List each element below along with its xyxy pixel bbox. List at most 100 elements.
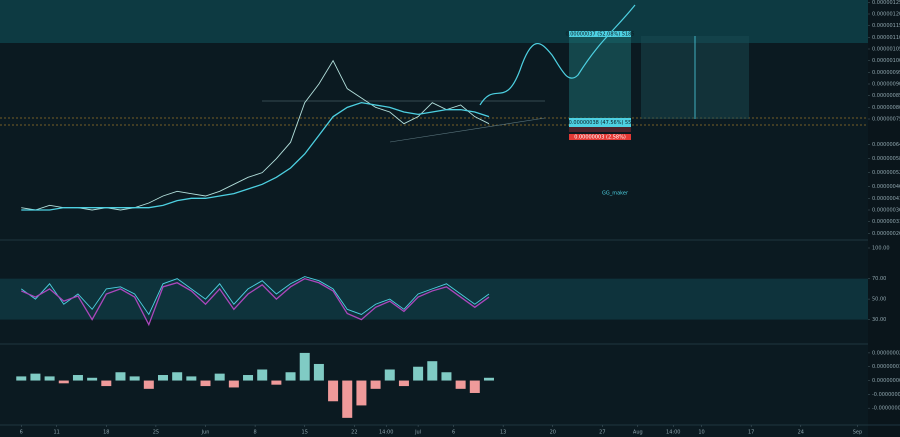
y-tick-label: 0.00000100 xyxy=(872,58,900,64)
y-tick-label: 0.00000026 xyxy=(872,231,900,237)
bar xyxy=(384,369,395,381)
bar xyxy=(172,372,183,381)
y-tick-label: 0.00000031 xyxy=(872,219,900,225)
x-tick-label: 17 xyxy=(748,430,754,436)
bar xyxy=(370,380,381,389)
x-tick-label: 22 xyxy=(351,430,357,436)
series-line xyxy=(21,59,490,211)
series-line xyxy=(21,101,490,211)
bar xyxy=(16,376,27,381)
top-band xyxy=(0,0,868,43)
x-tick-label: 6 xyxy=(20,430,23,436)
bar xyxy=(342,380,353,418)
bar xyxy=(271,380,282,385)
y-tick-label: 100.00 xyxy=(872,246,890,252)
x-tick-label: Jul xyxy=(414,430,421,436)
stop-label-box xyxy=(569,134,631,140)
annotation: 0.00000037 (52.08%) 5185 xyxy=(565,32,634,38)
bar xyxy=(30,373,41,381)
y-tick-label: 0.00000052 xyxy=(872,170,900,176)
projection-path xyxy=(479,4,636,106)
y-tick-label: 0.00000075 xyxy=(872,117,900,123)
x-tick-label: 6 xyxy=(452,430,455,436)
bar xyxy=(115,372,126,381)
bar xyxy=(58,380,69,384)
y-tick-label: -0.00000001 xyxy=(872,392,900,398)
y-tick-label: 0.00000058 xyxy=(872,156,900,162)
bar xyxy=(44,376,55,381)
trend-line xyxy=(389,117,546,143)
annotation: 0.00000003 (2.58%) xyxy=(574,135,626,141)
x-tick-label: 8 xyxy=(254,430,257,436)
bar xyxy=(200,380,211,387)
bar xyxy=(483,377,494,381)
bar xyxy=(257,369,268,381)
series-line xyxy=(20,276,490,316)
y-tick-label: 50.00 xyxy=(872,297,886,303)
x-tick-label: 11 xyxy=(54,430,60,436)
bar xyxy=(157,375,168,381)
bar xyxy=(87,377,98,381)
bar xyxy=(72,375,83,381)
series-line xyxy=(21,277,490,327)
y-tick-label: 0.00000095 xyxy=(872,70,900,76)
bar xyxy=(356,380,367,406)
x-tick-label: 27 xyxy=(599,430,605,436)
bar xyxy=(299,352,310,381)
y-tick-label: 0.00000001 xyxy=(872,364,900,370)
bar xyxy=(469,380,480,393)
y-tick-label: 0.00000080 xyxy=(872,105,900,111)
target-zone xyxy=(569,33,631,120)
y-tick-label: 0.00000105 xyxy=(872,47,900,53)
x-tick-label: 20 xyxy=(550,430,556,436)
x-tick-label: 25 xyxy=(153,430,159,436)
x-tick-label: Jun xyxy=(201,430,210,436)
bar xyxy=(441,372,452,381)
y-tick-label: 0.00000110 xyxy=(872,35,900,41)
bar xyxy=(228,380,239,388)
y-tick-label: 0.00000002 xyxy=(872,350,900,356)
entry-label-box xyxy=(569,118,631,127)
x-tick-label: Aug xyxy=(633,430,643,436)
bar xyxy=(313,363,324,381)
bar xyxy=(285,372,296,381)
x-tick-label: Sep xyxy=(853,430,862,436)
bar xyxy=(214,373,225,381)
y-tick-label: 0.00000064 xyxy=(872,142,900,148)
x-tick-label: 14:00 xyxy=(666,430,680,436)
y-tick-label: 0.00000000 xyxy=(872,378,900,384)
bar xyxy=(129,376,140,381)
bar xyxy=(455,380,466,389)
x-tick-label: 10 xyxy=(698,430,704,436)
bar xyxy=(328,380,339,402)
annotation: 0.00000038 (47.56%) 55 xyxy=(569,120,632,126)
bar xyxy=(398,380,409,387)
y-tick-label: 0.00000036 xyxy=(872,208,900,214)
bar xyxy=(427,361,438,381)
y-tick-label: 0.00000085 xyxy=(872,93,900,99)
y-tick-label: 70.00 xyxy=(872,276,886,282)
y-tick-label: 0.00000120 xyxy=(872,12,900,18)
annotation: GG_maker xyxy=(602,191,629,197)
bar xyxy=(413,366,424,381)
y-tick-label: 0.00000041 xyxy=(872,196,900,202)
bar xyxy=(243,375,254,381)
x-tick-label: 13 xyxy=(500,430,506,436)
x-tick-label: 18 xyxy=(103,430,109,436)
price-axis xyxy=(868,0,900,437)
bar xyxy=(186,376,197,381)
bar xyxy=(143,380,154,389)
y-tick-label: 0.00000046 xyxy=(872,184,900,190)
x-tick-label: 15 xyxy=(302,430,308,436)
target-label-box xyxy=(569,31,631,37)
y-tick-label: 0.00000090 xyxy=(872,82,900,88)
band xyxy=(0,278,868,320)
y-tick-label: 0.00000125 xyxy=(872,0,900,6)
y-tick-label: -0.00000002 xyxy=(872,406,900,412)
y-tick-label: 30.00 xyxy=(872,317,886,323)
y-tick-label: 0.00000115 xyxy=(872,23,900,29)
x-tick-label: 14:00 xyxy=(379,430,393,436)
bar xyxy=(101,380,112,387)
